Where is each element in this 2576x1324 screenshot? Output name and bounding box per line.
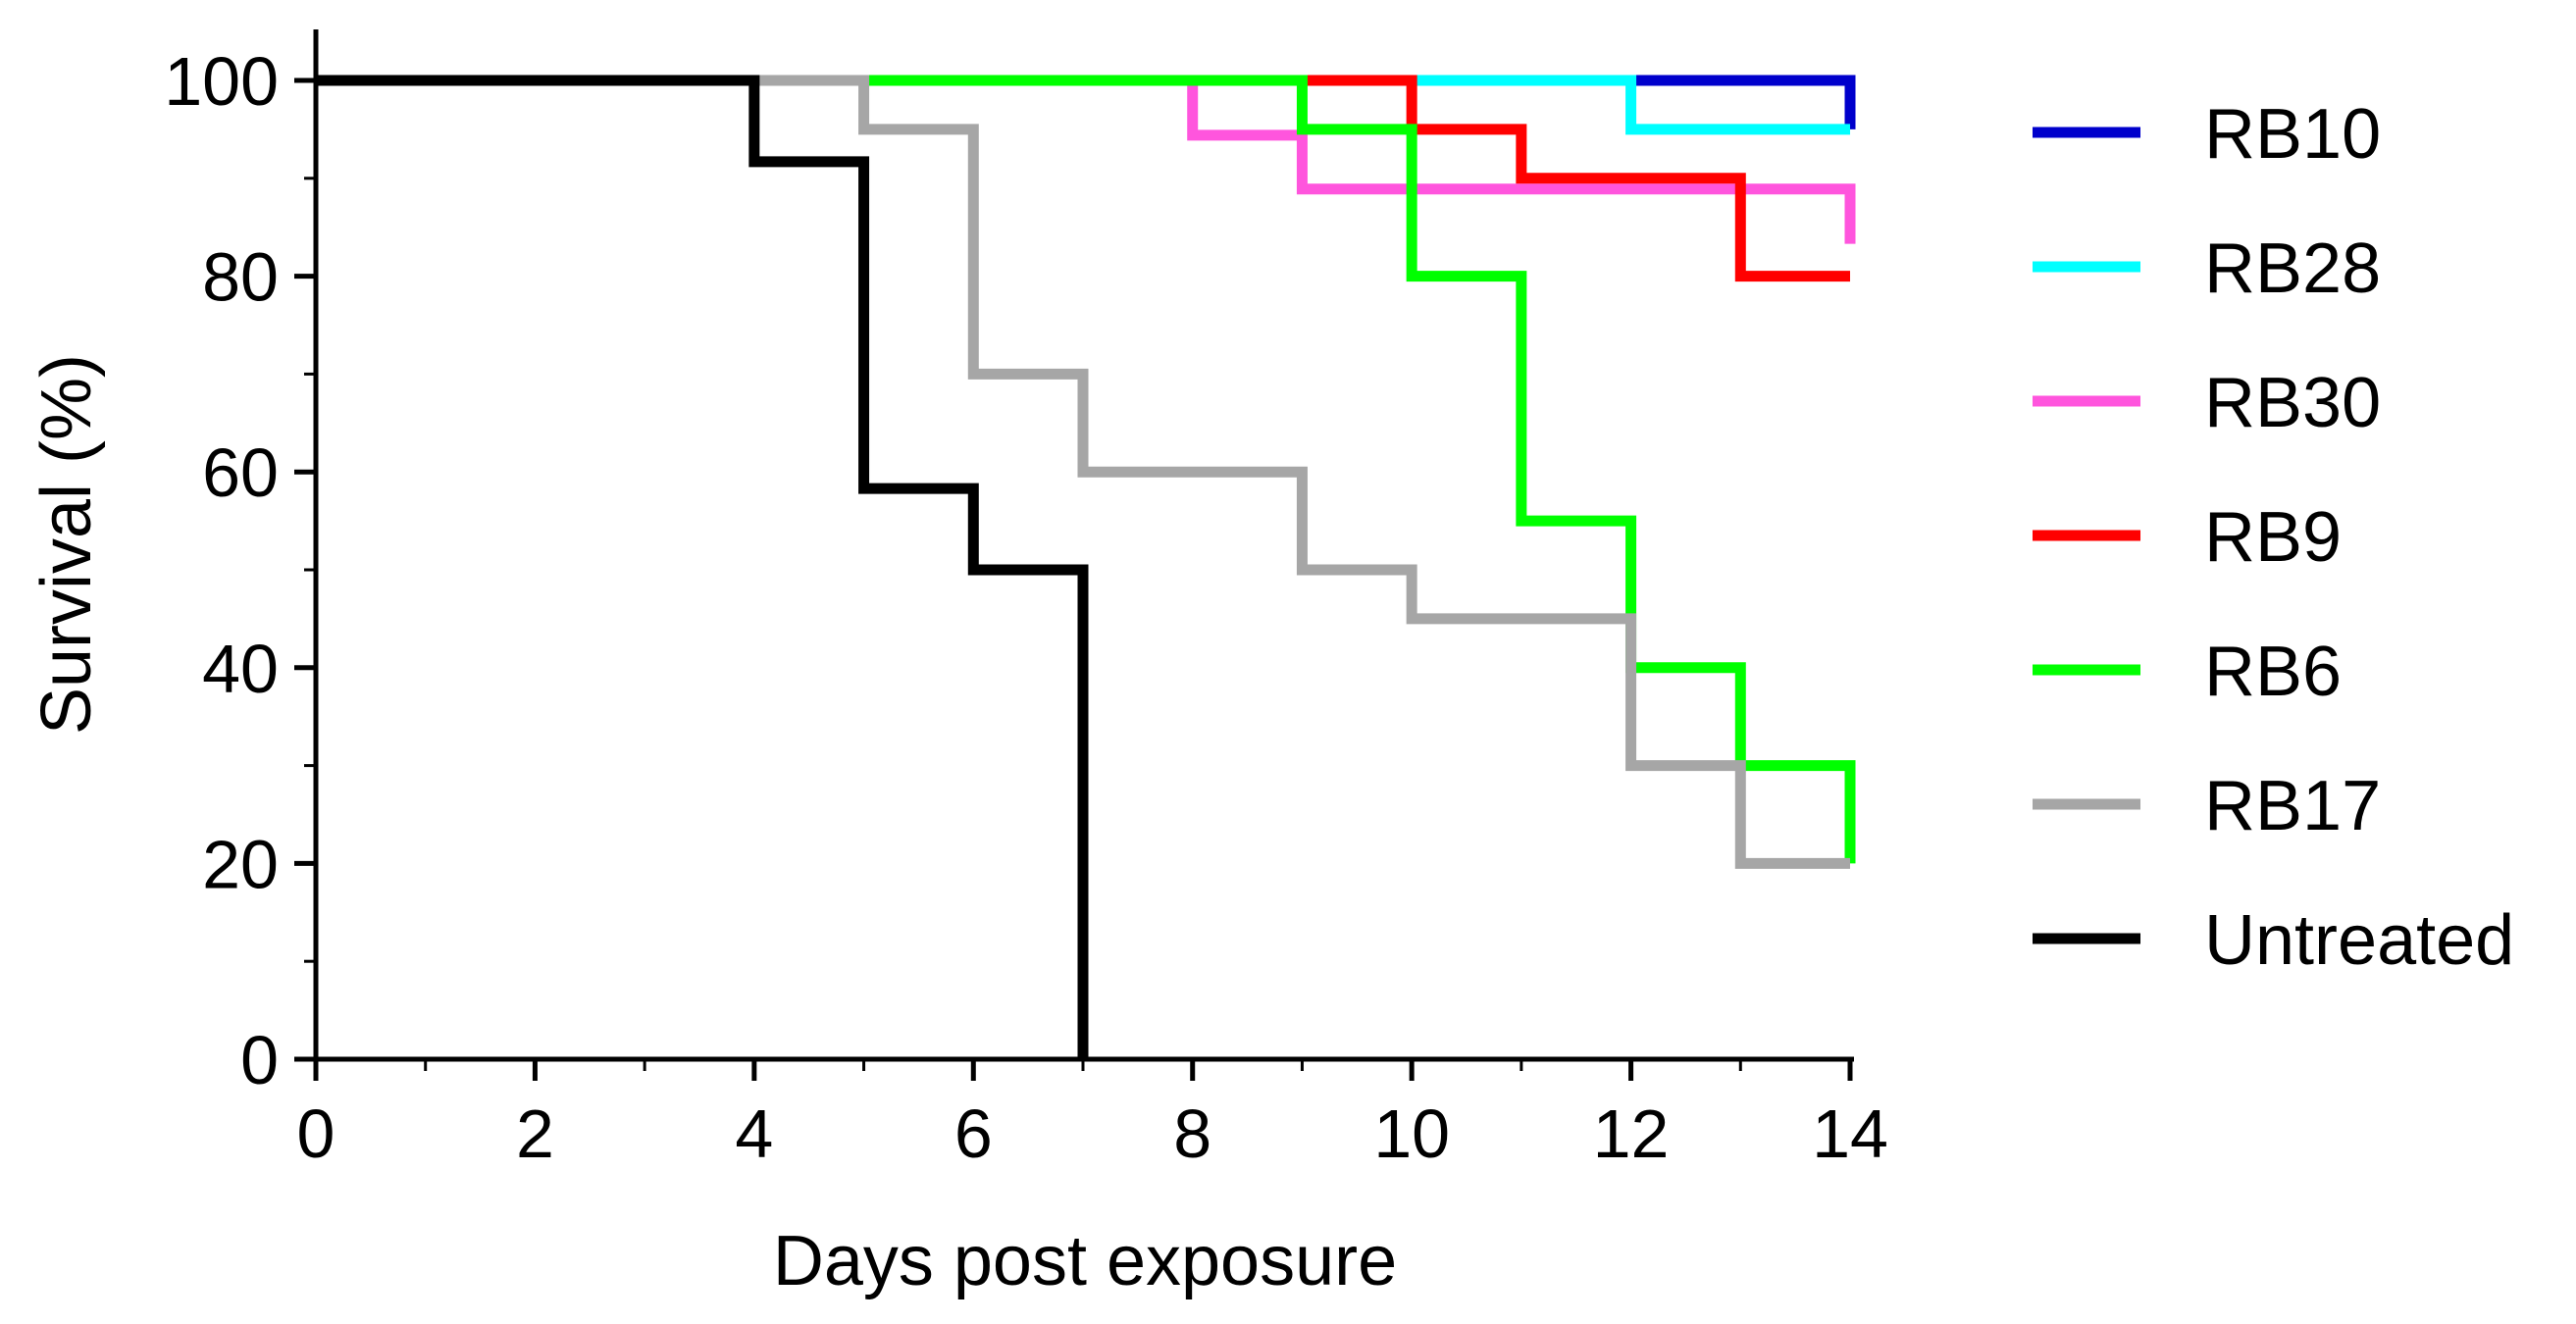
series-line-rb9	[316, 75, 1850, 282]
x-tick-label: 0	[297, 1095, 335, 1172]
x-tick-label: 10	[1373, 1095, 1450, 1172]
series-line-rb17	[753, 75, 1850, 869]
series-line-rb10	[316, 75, 1856, 129]
x-tick-label: 8	[1173, 1095, 1211, 1172]
x-tick-label: 4	[735, 1095, 773, 1172]
legend-label: RB9	[2204, 498, 2342, 577]
tick-group: 0 2 4 6 8 10 12 14 0 20 40 60 80 100	[164, 43, 1888, 1172]
legend: RB10 RB28 RB30 RB9 RB6 RB17 Untreated	[2033, 95, 2514, 980]
y-tick-label: 20	[202, 826, 279, 902]
plot-series-group	[316, 75, 1856, 1059]
x-tick-label: 12	[1593, 1095, 1670, 1172]
series-line-rb28	[316, 75, 1850, 135]
y-tick-label: 80	[202, 239, 279, 316]
legend-label: RB28	[2204, 229, 2381, 308]
x-axis-title: Days post exposure	[773, 1222, 1397, 1300]
y-tick-label: 40	[202, 631, 279, 707]
y-tick-label: 100	[164, 43, 279, 120]
y-tick-label: 0	[240, 1022, 279, 1098]
y-tick-label: 60	[202, 434, 279, 511]
x-tick-label: 14	[1812, 1095, 1888, 1172]
y-axis-title: Survival (%)	[27, 354, 106, 735]
legend-label: Untreated	[2204, 901, 2514, 980]
x-tick-label: 2	[516, 1095, 554, 1172]
series-line-rb30	[316, 75, 1856, 244]
legend-label: RB10	[2204, 95, 2381, 174]
x-tick-label: 6	[954, 1095, 993, 1172]
legend-label: RB30	[2204, 364, 2381, 442]
series-line-untreated	[316, 75, 1089, 1059]
legend-label: RB17	[2204, 767, 2381, 845]
legend-label: RB6	[2204, 633, 2342, 711]
